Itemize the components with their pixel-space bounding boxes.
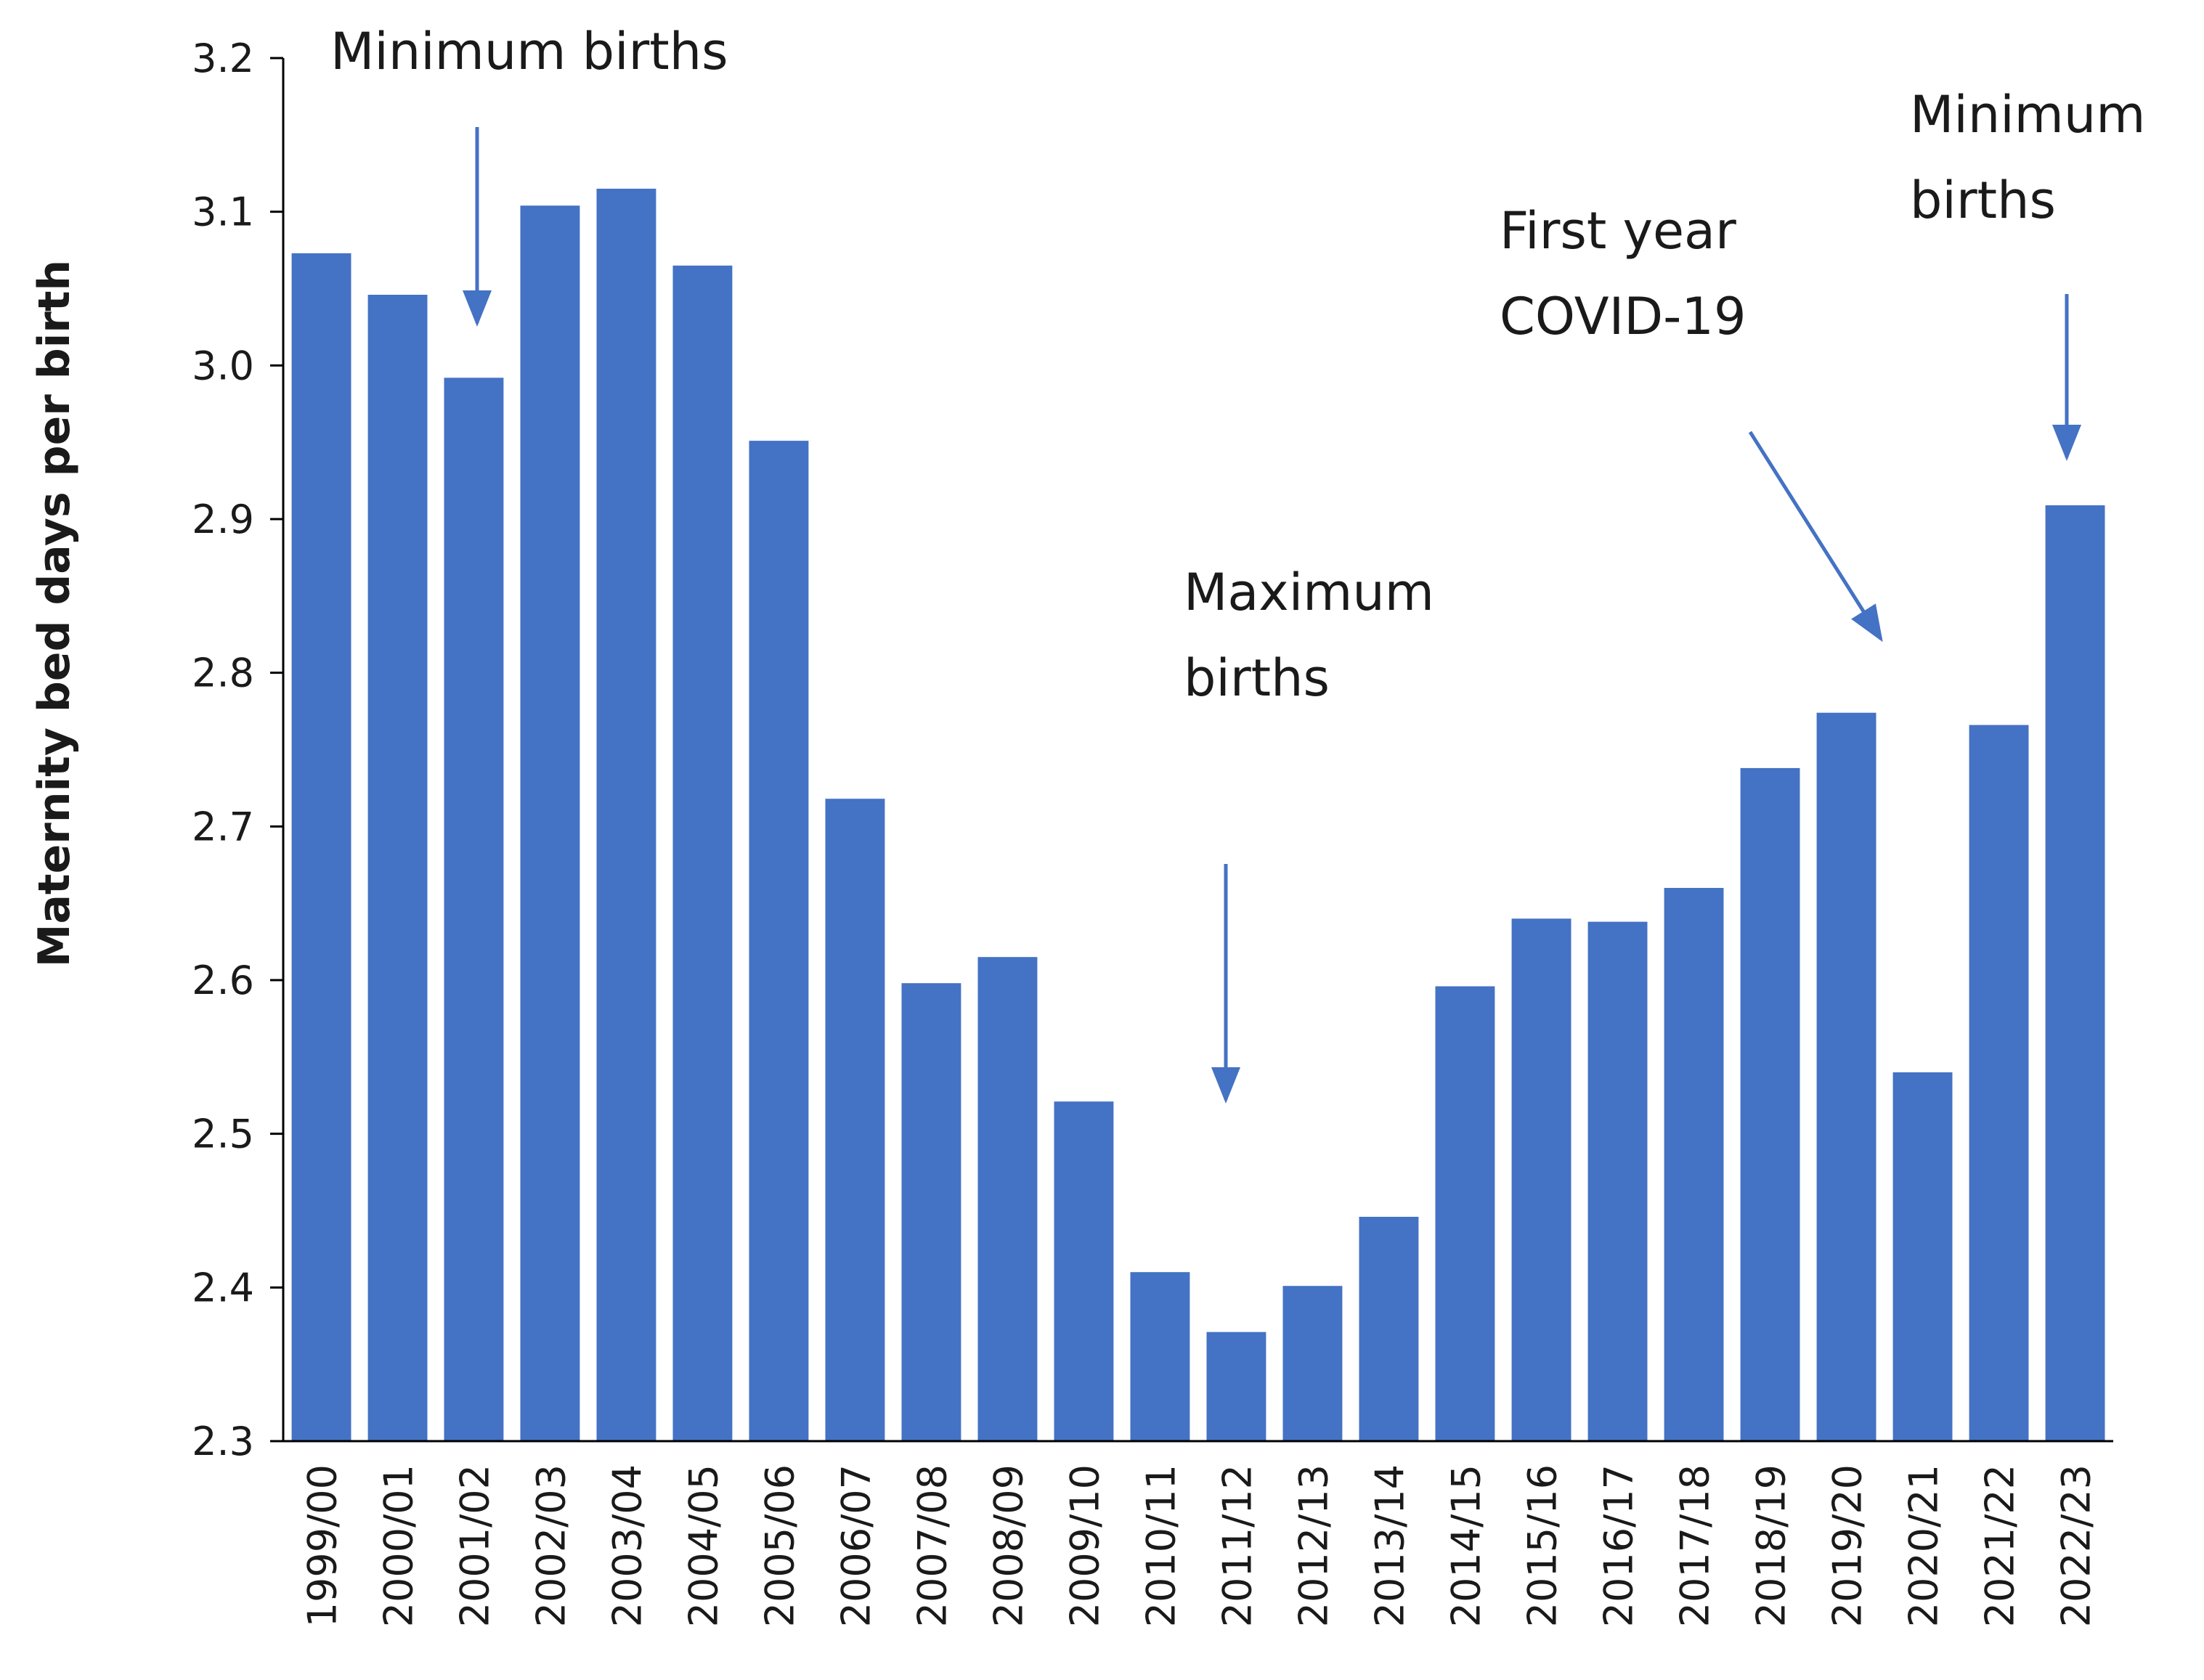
x-tick-label: 2007/08 [910, 1464, 956, 1627]
x-tick-label: 2004/05 [681, 1464, 727, 1627]
bar-2011-12 [1206, 1332, 1266, 1441]
bar-2001-02 [444, 378, 504, 1441]
bar-2010-11 [1130, 1272, 1190, 1441]
x-tick-label: 2001/02 [452, 1464, 498, 1627]
annotation-text: births [1184, 648, 1330, 708]
y-tick-label: 2.3 [192, 1419, 254, 1464]
x-tick-label: 2010/11 [1139, 1464, 1184, 1627]
annotations-group: Minimum births Maximum births First year COV… [330, 22, 2145, 1104]
y-tick-label: 2.5 [192, 1112, 254, 1157]
x-tick-label: 2019/20 [1825, 1464, 1871, 1627]
annotation-text: First year [1500, 201, 1736, 261]
bar-2016-17 [1587, 921, 1648, 1441]
annotation-1: Minimum births [330, 22, 728, 327]
y-axis-title: Maternity bed days per birth [29, 260, 80, 968]
annotation-2: Maximum births [1184, 563, 1434, 1104]
bar-2013-14 [1359, 1217, 1419, 1441]
x-tick-label: 2005/06 [757, 1464, 803, 1627]
y-tick-label: 3.2 [192, 36, 254, 81]
x-tick-label: 2003/04 [605, 1464, 651, 1627]
bar-1999-00 [291, 253, 351, 1441]
y-tick-label: 2.9 [192, 497, 254, 542]
x-tick-label: 2020/21 [1901, 1464, 1947, 1627]
bar-2022-23 [2045, 505, 2105, 1441]
bar-2006-07 [825, 799, 885, 1441]
x-tick-label: 2022/23 [2054, 1464, 2099, 1627]
x-tick-label: 1999/00 [300, 1464, 346, 1627]
bar-2017-18 [1664, 888, 1724, 1441]
y-tick-label: 3.0 [192, 343, 254, 388]
x-tick-label: 2008/09 [986, 1464, 1032, 1627]
bar-2018-19 [1740, 767, 1800, 1441]
bar-2012-13 [1282, 1286, 1343, 1441]
bar-2009-10 [1054, 1101, 1114, 1441]
x-tick-label: 2015/16 [1520, 1464, 1566, 1627]
bar-2020-21 [1892, 1072, 1953, 1441]
bar-2002-03 [520, 205, 580, 1442]
x-tick-label: 2011/12 [1215, 1464, 1261, 1627]
bars-group [291, 188, 2105, 1442]
annotation-text: Minimum [1910, 85, 2145, 144]
x-tick-label: 2014/15 [1444, 1464, 1489, 1627]
bar-2021-22 [1969, 725, 2029, 1441]
y-tick-label: 2.7 [192, 804, 254, 849]
bar-2014-15 [1435, 986, 1495, 1441]
bar-2008-09 [977, 957, 1038, 1441]
annotation-3: First year COVID-19 [1500, 201, 1883, 643]
y-tick-label: 2.8 [192, 651, 254, 696]
x-ticks-group: 1999/00 2000/01 2001/02 2002/03 2003/04 2004/… [300, 1464, 2099, 1627]
annotation-text: Maximum [1184, 563, 1434, 622]
y-tick-label: 3.1 [192, 189, 254, 235]
x-tick-label: 2017/18 [1672, 1464, 1718, 1627]
bar-2005-06 [749, 441, 809, 1441]
bar-2004-05 [672, 265, 733, 1441]
y-tick-label: 2.6 [192, 958, 254, 1003]
x-tick-label: 2018/19 [1749, 1464, 1794, 1627]
annotation-4: Minimum births [1910, 85, 2145, 461]
annotation-text: births [1910, 171, 2056, 230]
x-tick-label: 2000/01 [376, 1464, 422, 1627]
y-tick-label: 2.4 [192, 1265, 254, 1310]
bar-2007-08 [901, 983, 961, 1441]
annotation-text: COVID-19 [1500, 287, 1746, 346]
annotation-arrow-icon [1748, 431, 1883, 643]
x-tick-label: 2012/13 [1291, 1464, 1337, 1627]
x-tick-label: 2013/14 [1367, 1464, 1413, 1627]
x-tick-label: 2016/17 [1596, 1464, 1642, 1627]
x-tick-label: 2009/10 [1062, 1464, 1108, 1627]
bar-2003-04 [596, 188, 656, 1441]
x-tick-label: 2006/07 [834, 1464, 879, 1627]
bar-2000-01 [367, 295, 428, 1441]
y-ticks-group: 2.3 2.4 2.5 2.6 2.7 2.8 2.9 3.0 3.1 3.2 [192, 36, 283, 1464]
axes-group [282, 58, 2113, 1443]
bar-2019-20 [1816, 712, 1876, 1441]
annotation-text: Minimum births [330, 22, 728, 81]
x-tick-label: 2021/22 [1977, 1464, 2023, 1627]
bar-2015-16 [1511, 918, 1571, 1441]
x-tick-label: 2002/03 [529, 1464, 574, 1627]
